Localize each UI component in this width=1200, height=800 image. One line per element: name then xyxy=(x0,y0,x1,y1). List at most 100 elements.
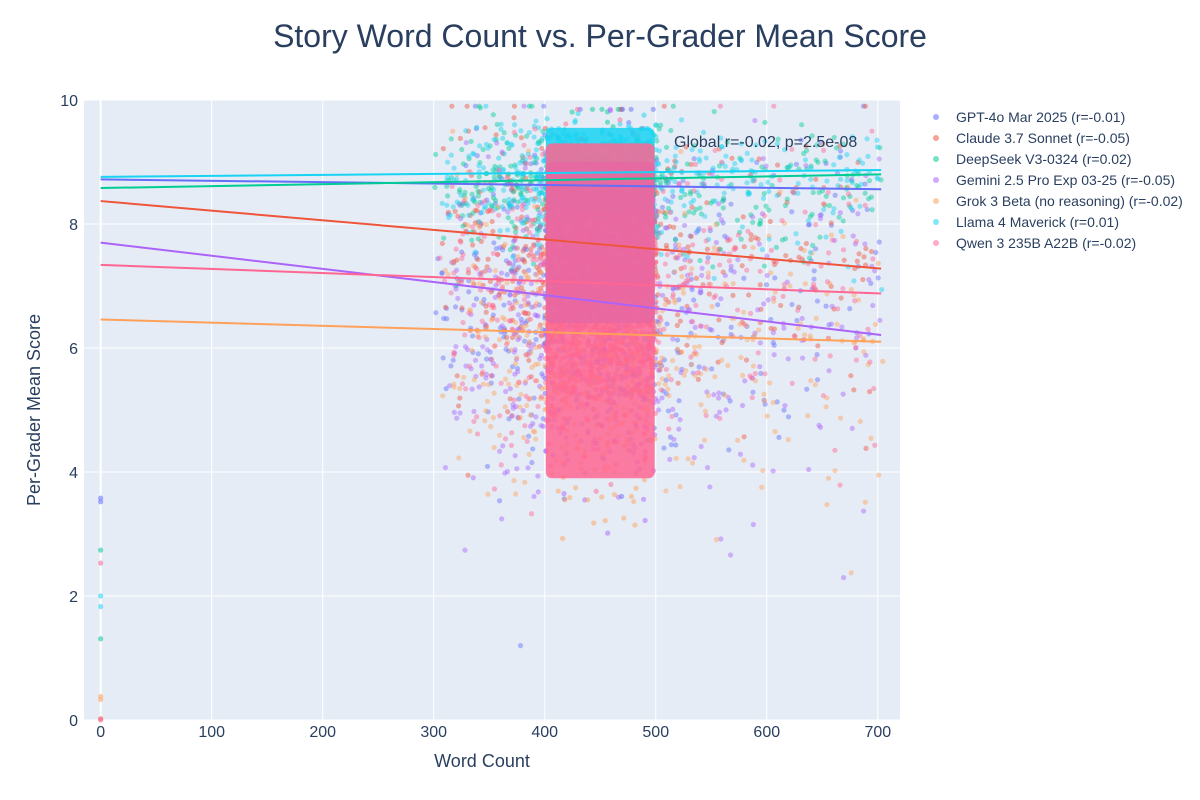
data-point xyxy=(472,249,478,255)
data-point xyxy=(745,228,751,234)
data-point xyxy=(832,192,838,198)
data-point xyxy=(480,282,486,288)
data-point xyxy=(435,256,441,262)
data-point xyxy=(772,289,778,295)
data-point xyxy=(874,137,880,143)
data-point xyxy=(694,351,700,357)
data-point xyxy=(693,206,699,213)
data-point xyxy=(688,271,694,277)
data-point xyxy=(684,272,691,278)
data-point xyxy=(463,363,469,369)
data-point xyxy=(752,370,758,377)
data-point xyxy=(505,227,511,233)
data-point xyxy=(532,312,538,318)
data-point xyxy=(730,281,736,287)
data-point xyxy=(519,256,525,263)
data-point xyxy=(507,396,513,402)
data-point xyxy=(733,245,739,251)
data-point xyxy=(679,273,685,280)
data-point xyxy=(771,326,778,332)
data-point xyxy=(709,171,715,177)
data-point xyxy=(823,404,829,410)
data-point xyxy=(535,204,541,210)
data-point xyxy=(738,236,744,242)
data-point xyxy=(533,174,540,181)
data-point xyxy=(817,234,823,240)
data-point xyxy=(653,309,659,315)
data-point xyxy=(818,263,824,269)
data-point xyxy=(772,429,778,435)
data-point xyxy=(706,281,712,287)
data-point xyxy=(812,382,818,388)
data-point xyxy=(863,352,869,358)
data-point xyxy=(495,251,501,257)
data-point xyxy=(759,484,765,490)
data-point xyxy=(821,201,827,207)
data-point xyxy=(607,108,614,114)
data-point xyxy=(516,264,522,270)
data-point xyxy=(750,389,756,395)
data-point xyxy=(631,498,637,505)
data-point xyxy=(657,179,663,185)
data-point xyxy=(632,522,638,528)
data-point xyxy=(515,414,521,420)
data-point xyxy=(445,211,451,217)
data-point xyxy=(811,268,817,274)
data-point xyxy=(477,199,483,205)
data-point xyxy=(690,319,696,325)
data-point xyxy=(509,334,516,341)
data-point xyxy=(854,183,860,189)
data-point xyxy=(654,138,660,144)
data-point xyxy=(659,395,665,401)
data-point xyxy=(732,245,738,251)
data-point xyxy=(527,187,534,194)
data-point xyxy=(513,225,519,231)
data-point xyxy=(456,189,463,195)
data-point xyxy=(525,342,531,348)
data-point xyxy=(709,303,715,310)
data-point xyxy=(591,520,597,526)
data-point xyxy=(599,106,605,112)
data-point xyxy=(739,319,745,326)
data-point xyxy=(494,121,500,128)
data-point xyxy=(755,307,761,313)
data-point xyxy=(867,359,873,365)
data-point xyxy=(525,200,531,206)
data-point xyxy=(701,227,707,234)
data-point xyxy=(511,397,517,403)
data-point xyxy=(757,268,763,274)
data-point xyxy=(695,376,701,383)
data-point xyxy=(490,228,496,235)
data-point xyxy=(540,128,546,135)
data-point xyxy=(775,136,781,142)
data-point xyxy=(474,255,480,261)
data-point xyxy=(752,117,758,124)
data-point xyxy=(725,394,732,401)
data-point xyxy=(514,333,521,340)
data-point xyxy=(717,409,723,415)
data-point xyxy=(530,446,536,452)
data-point xyxy=(475,256,481,263)
data-point xyxy=(525,301,531,307)
data-point xyxy=(880,358,886,364)
data-point xyxy=(471,281,477,287)
data-point xyxy=(537,242,543,248)
data-point xyxy=(510,401,516,408)
data-point xyxy=(465,270,472,276)
data-point xyxy=(808,165,814,171)
data-point xyxy=(445,193,451,199)
data-point xyxy=(675,346,681,352)
data-point xyxy=(743,357,750,363)
data-point xyxy=(469,347,475,353)
data-point xyxy=(490,312,496,318)
data-point xyxy=(519,195,525,201)
data-point xyxy=(671,165,677,171)
data-point xyxy=(466,289,472,295)
data-point xyxy=(847,193,853,200)
data-point xyxy=(693,230,699,236)
data-point xyxy=(514,365,521,372)
data-point xyxy=(738,354,744,361)
data-point xyxy=(761,191,767,197)
data-point xyxy=(718,135,724,141)
data-point xyxy=(677,483,683,490)
